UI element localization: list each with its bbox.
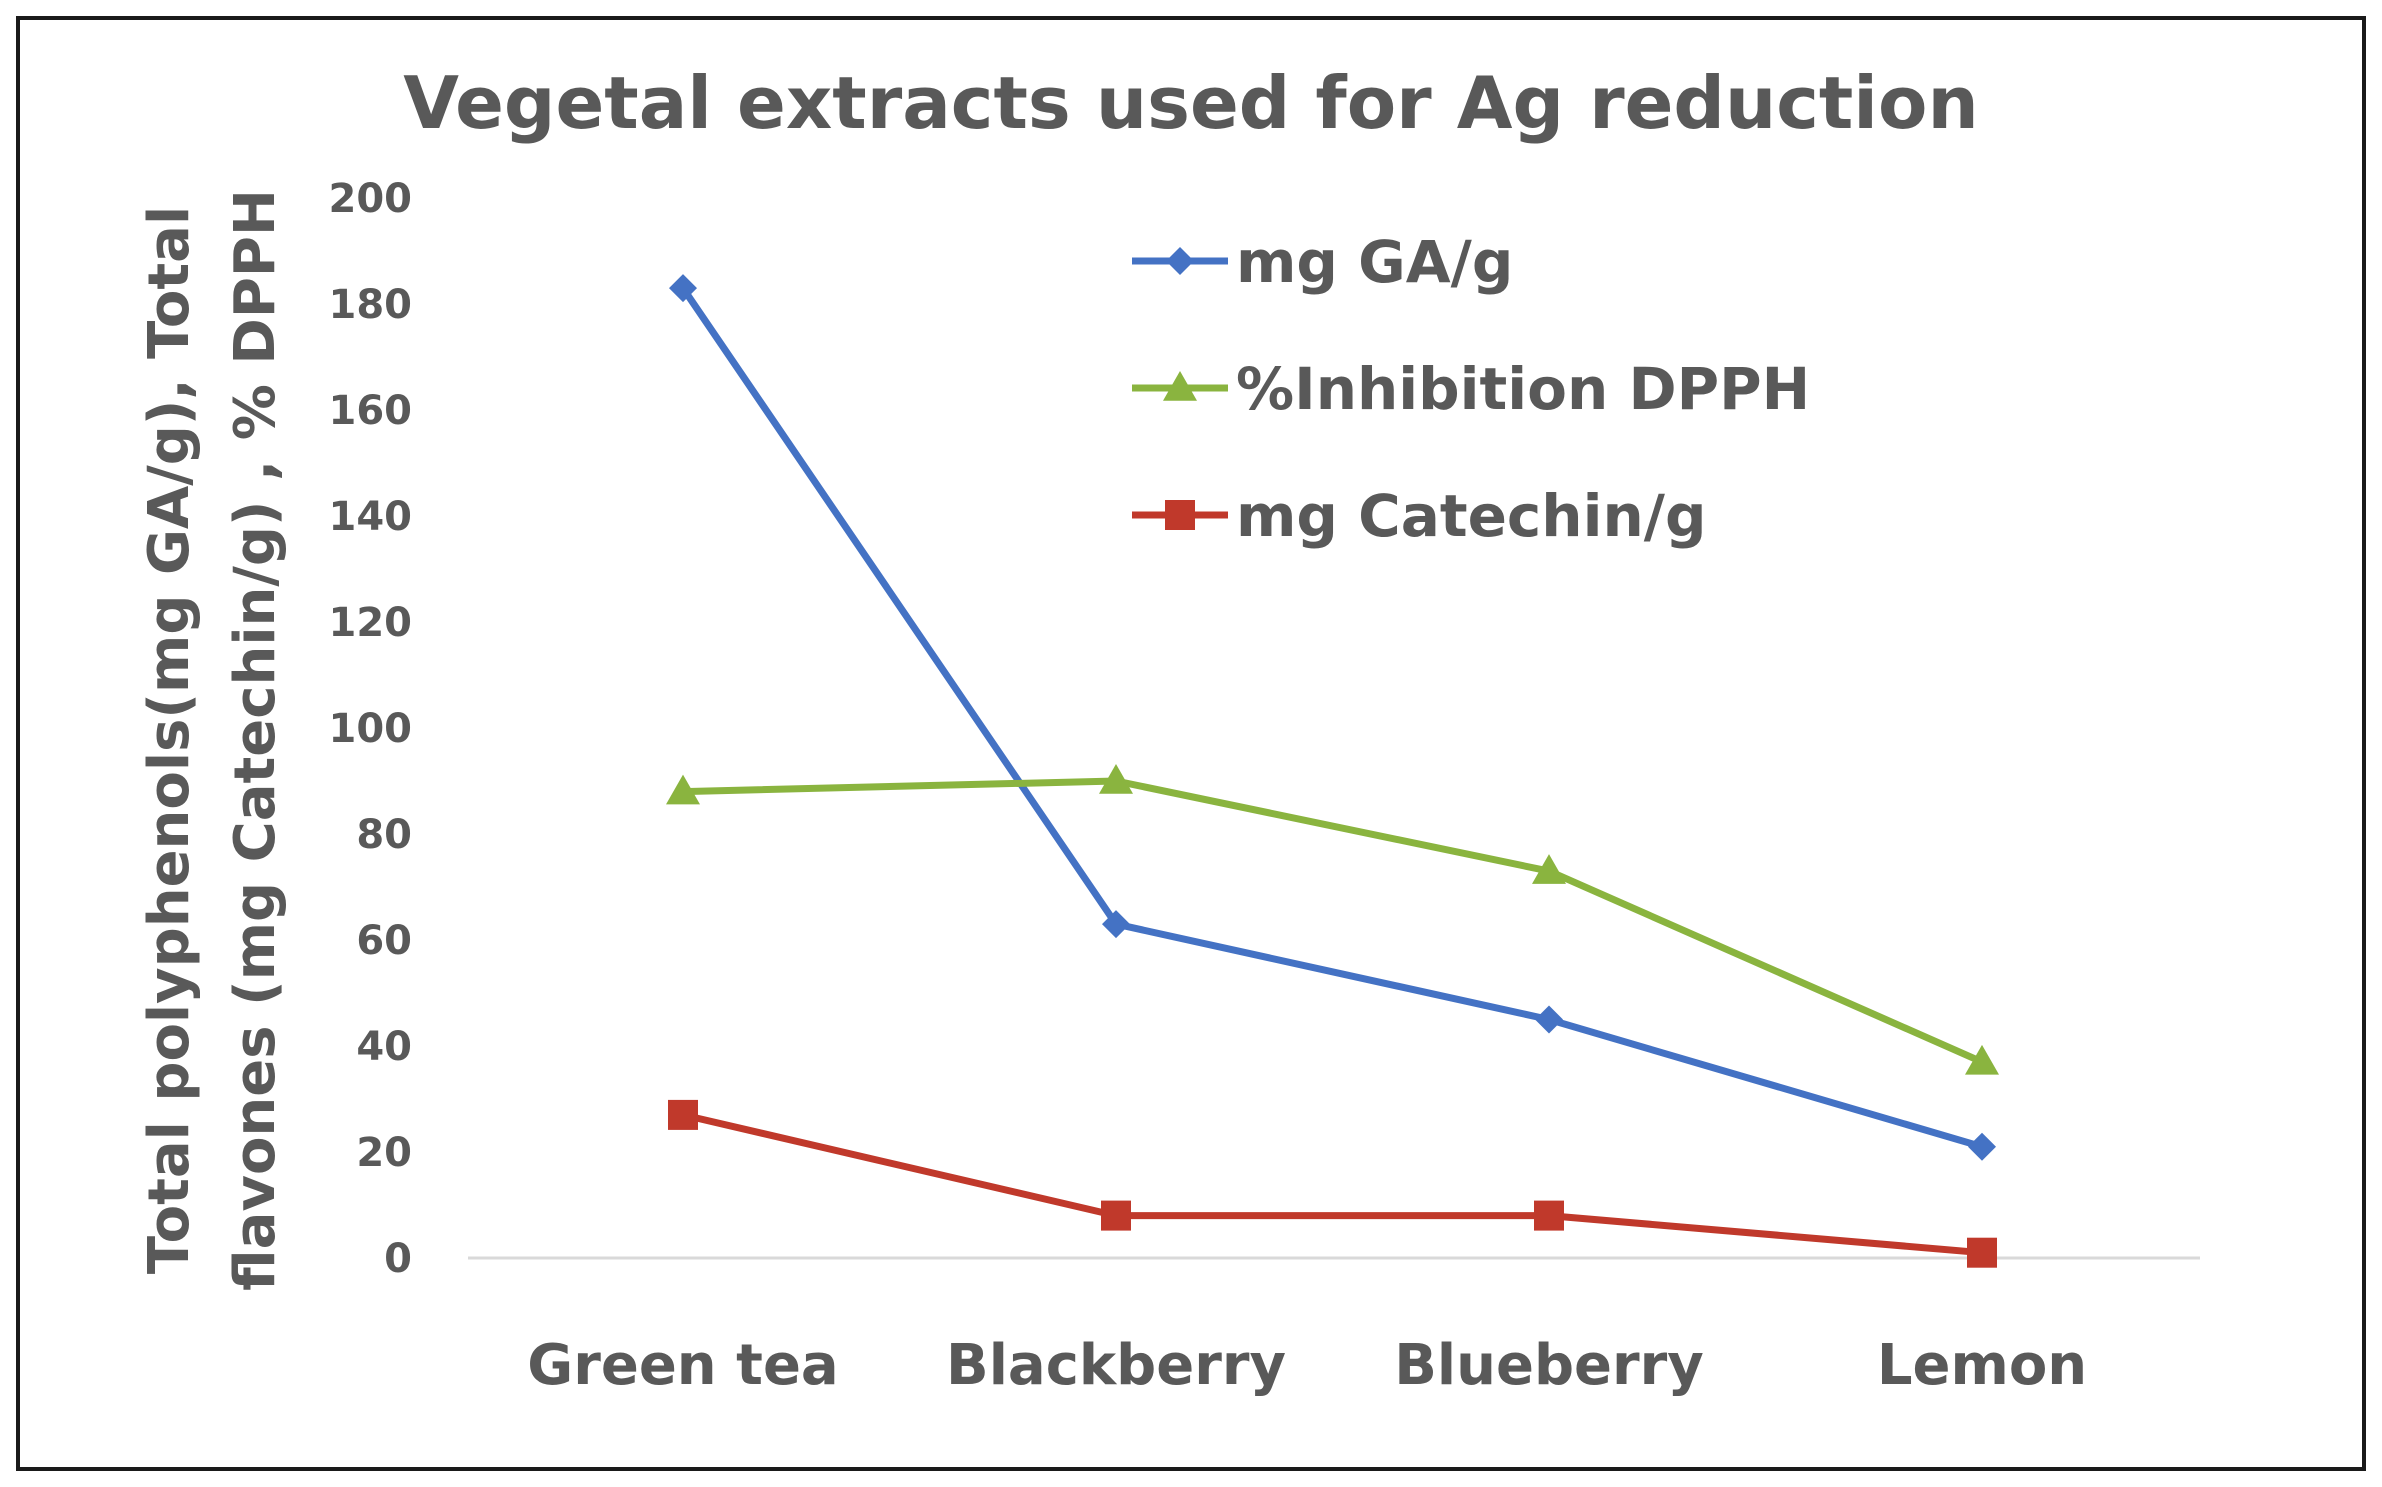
y-tick-label: 200 [329, 176, 413, 222]
x-category-label: Lemon [1877, 1333, 2087, 1398]
series-layer [666, 274, 1999, 1268]
series-mg-ga-g [669, 274, 1996, 1161]
data-point-inhibition-dpph [1532, 854, 1566, 884]
data-point-mg-catechin-g [1101, 1200, 1131, 1231]
series-line-inhibition-dpph [682, 777, 1984, 1066]
series-line-mg-ga-g [680, 286, 1983, 1151]
legend-label: mg GA/g [1236, 228, 1513, 296]
legend-label: mg Catechin/g [1236, 482, 1706, 550]
x-axis-categories: Green tea Blackberry Blueberry Lemon [527, 1333, 2087, 1398]
x-category-label: Green tea [527, 1333, 838, 1398]
series-line-mg-catechin-g [682, 1111, 1983, 1257]
data-point-inhibition-dpph [666, 774, 700, 805]
legend-entry-inhibition-dpph: %Inhibition DPPH [1132, 355, 1810, 423]
chart-title: Vegetal extracts used for Ag reduction [403, 61, 1978, 145]
legend-entry-mg-ga-g: mg GA/g [1132, 228, 1513, 296]
data-point-mg-catechin-g [1534, 1200, 1564, 1231]
y-tick-label: 160 [329, 388, 413, 434]
y-tick-label: 180 [329, 282, 413, 328]
data-point-mg-catechin-g [1967, 1237, 1997, 1268]
x-category-label: Blueberry [1394, 1333, 1704, 1398]
legend-marker [1166, 247, 1194, 275]
y-axis-label-line-2: flavones (mg Catechin/g) , % DPPH [223, 189, 288, 1291]
y-tick-label: 0 [384, 1236, 412, 1282]
data-point-mg-ga-g [1535, 1005, 1563, 1034]
y-axis-label: Total polyphenols(mg GA/g), Total flavon… [137, 189, 288, 1291]
y-tick-label: 80 [356, 812, 412, 858]
y-tick-label: 140 [329, 494, 413, 540]
data-point-inhibition-dpph [1965, 1044, 1999, 1075]
y-tick-label: 20 [356, 1130, 412, 1176]
y-tick-label: 120 [329, 600, 413, 646]
series-mg-catechin-g [668, 1099, 1997, 1268]
legend: mg GA/g %Inhibition DPPH mg Catechin/g [1132, 228, 1810, 550]
legend-label: %Inhibition DPPH [1236, 355, 1810, 423]
y-axis-label-line-1: Total polyphenols(mg GA/g), Total [137, 206, 202, 1274]
y-tick-label: 100 [329, 706, 413, 752]
x-category-label: Blackberry [946, 1333, 1286, 1398]
series-inhibition-dpph [666, 764, 1999, 1075]
y-tick-label: 40 [356, 1024, 412, 1070]
y-tick-label: 60 [356, 918, 412, 964]
legend-marker [1165, 500, 1195, 530]
data-point-mg-ga-g [1968, 1132, 1996, 1161]
data-point-mg-catechin-g [668, 1099, 698, 1130]
data-point-inhibition-dpph [1099, 764, 1133, 794]
y-axis-ticks: 0 20 40 60 80 100 120 140 160 180 200 [329, 176, 413, 1282]
legend-entry-mg-catechin-g: mg Catechin/g [1132, 482, 1706, 550]
data-point-mg-ga-g [669, 274, 697, 303]
data-point-mg-ga-g [1102, 910, 1130, 939]
legend-marker [1163, 371, 1197, 401]
